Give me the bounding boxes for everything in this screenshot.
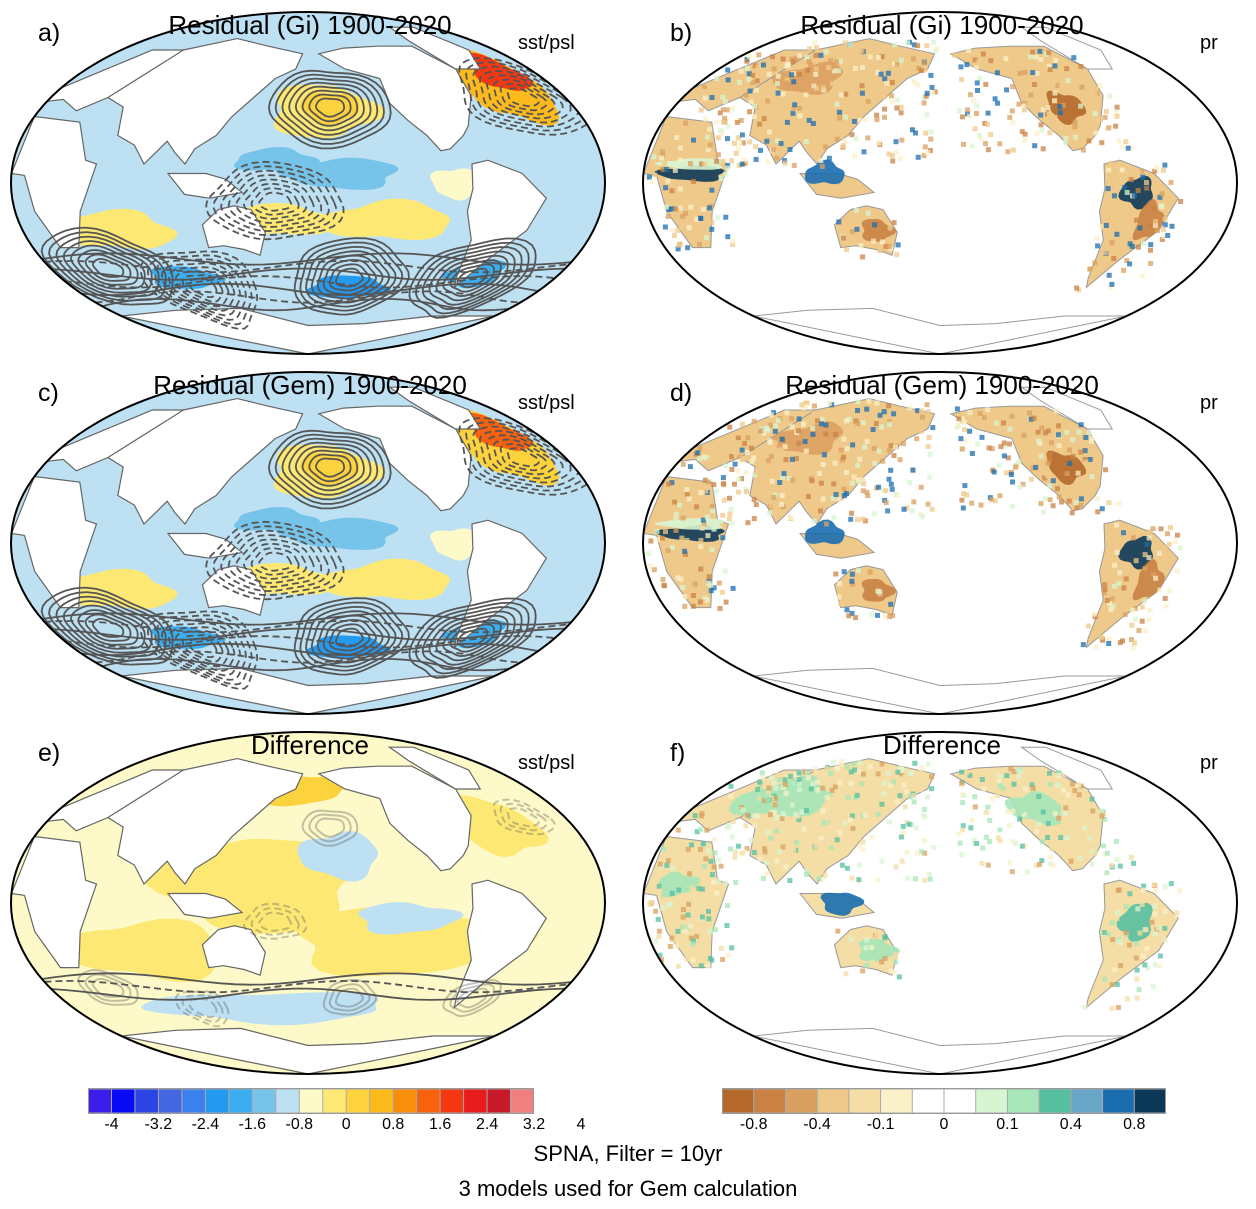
footer-filter-line: SPNA, Filter = 10yr (533, 1141, 723, 1166)
colorbar-swatch (88, 1088, 113, 1114)
colorbar-swatch (848, 1088, 882, 1114)
colorbar-sst-ticks: -4 -3.2 -2.4 -1.6 -0.8 0 0.8 1.6 2.4 3.2 4 (88, 1116, 585, 1136)
colorbar-swatch (322, 1088, 348, 1114)
colorbar-swatch (1102, 1088, 1136, 1114)
colorbar-swatch (416, 1088, 442, 1114)
panel-variable: sst/psl (518, 392, 575, 414)
colorbar-tick-label: 2.4 (475, 1116, 499, 1133)
panel-label: e) (38, 739, 61, 767)
colorbar-swatch (157, 1088, 183, 1114)
colorbar-tick-label: -0.8 (285, 1116, 314, 1133)
panel-title: Residual (Gem) 1900-2020 (785, 370, 1099, 400)
panel-title: Residual (Gi) 1900-2020 (800, 10, 1084, 40)
panel-label: a) (38, 19, 61, 47)
panel-c: c) Residual (Gem) 1900-2020 sst/psl (8, 364, 636, 726)
colorbar-tick-label: 0.8 (1123, 1116, 1146, 1133)
colorbar-tick-label: 1.6 (428, 1116, 452, 1133)
panel-title: Residual (Gem) 1900-2020 (153, 370, 467, 400)
panel-title: Difference (882, 730, 1002, 760)
colorbar-swatch (722, 1088, 755, 1114)
colorbar-swatch (463, 1088, 489, 1114)
footer-models-line: 3 models used for Gem calculation (458, 1176, 798, 1201)
colorbar-tick-label: 0.4 (1059, 1116, 1083, 1133)
map-pr-gem (642, 371, 1238, 715)
panel-variable: pr (1200, 392, 1218, 414)
colorbar-tick-label: -2.4 (191, 1116, 220, 1133)
colorbar-tick-label: 0 (939, 1116, 949, 1133)
colorbar-swatch (369, 1088, 395, 1114)
panel-a: a) Residual (Gi) 1900-2020 sst/psl (8, 4, 636, 366)
panel-e: e) Difference sst/psl (8, 724, 636, 1086)
colorbar-tick-label: 3.2 (522, 1116, 546, 1133)
colorbar-swatch (275, 1088, 301, 1114)
panel-variable: sst/psl (518, 752, 575, 774)
map-sst-diff (10, 731, 606, 1075)
panel-label: b) (670, 19, 693, 47)
map-pr-gi (642, 11, 1238, 355)
colorbar-swatch (110, 1088, 136, 1114)
panel-title: Residual (Gi) 1900-2020 (168, 10, 452, 40)
colorbar-swatch (1038, 1088, 1072, 1114)
colorbar-swatch (1133, 1088, 1166, 1114)
colorbar-tick-label: -3.2 (144, 1116, 173, 1133)
panel-variable: pr (1200, 752, 1218, 774)
map-sst-gi (10, 11, 606, 355)
colorbar-swatch (181, 1088, 207, 1114)
map-pr-diff (642, 731, 1238, 1075)
panel-d: d) Residual (Gem) 1900-2020 pr (640, 364, 1256, 726)
colorbar-swatch (816, 1088, 850, 1114)
panel-variable: pr (1200, 32, 1218, 54)
colorbar-tick-label: -0.4 (803, 1116, 831, 1133)
colorbar-swatch (486, 1088, 512, 1114)
colorbar-pr-ticks: -0.8 -0.4 -0.1 0 0.1 0.4 0.8 (722, 1116, 1166, 1136)
colorbar-swatch (228, 1088, 254, 1114)
colorbar-tick-label: 4 (576, 1116, 586, 1133)
colorbar-swatch (134, 1088, 160, 1114)
panel-title: Difference (250, 730, 370, 760)
colorbar-swatch (753, 1088, 787, 1114)
colorbar-swatch (911, 1088, 945, 1114)
colorbar-tick-label: -0.8 (739, 1116, 768, 1133)
colorbar-swatch (784, 1088, 819, 1114)
colorbar-swatch (392, 1088, 418, 1114)
panel-variable: sst/psl (518, 32, 575, 54)
colorbar-swatch (439, 1088, 465, 1114)
colorbar-swatch (251, 1088, 277, 1114)
colorbar-tick-label: -1.6 (238, 1116, 267, 1133)
colorbar-tick-label: -4 (104, 1116, 119, 1133)
colorbar-tick-label: 0 (341, 1116, 351, 1133)
map-sst-gem (10, 371, 606, 715)
colorbar-swatch (298, 1088, 324, 1114)
colorbar-swatch (1006, 1088, 1041, 1114)
colorbar-swatch (510, 1088, 534, 1114)
colorbar-swatch (204, 1088, 230, 1114)
colorbar-pr (722, 1088, 1166, 1114)
colorbar-tick-label: 0.1 (996, 1116, 1019, 1133)
colorbar-swatch (975, 1088, 1009, 1114)
colorbar-swatch (1070, 1088, 1104, 1114)
colorbar-swatch (345, 1088, 371, 1114)
colorbar-tick-label: 0.8 (382, 1116, 405, 1133)
panel-label: f) (670, 739, 686, 767)
colorbar-tick-label: -0.1 (866, 1116, 895, 1133)
panel-label: d) (670, 379, 693, 407)
panel-f: f) Difference pr (640, 724, 1256, 1086)
panel-label: c) (38, 379, 59, 407)
panel-b: b) Residual (Gi) 1900-2020 pr (640, 4, 1256, 366)
colorbar-swatch (943, 1088, 977, 1114)
colorbar-sst (88, 1088, 534, 1114)
colorbar-swatch (880, 1088, 914, 1114)
